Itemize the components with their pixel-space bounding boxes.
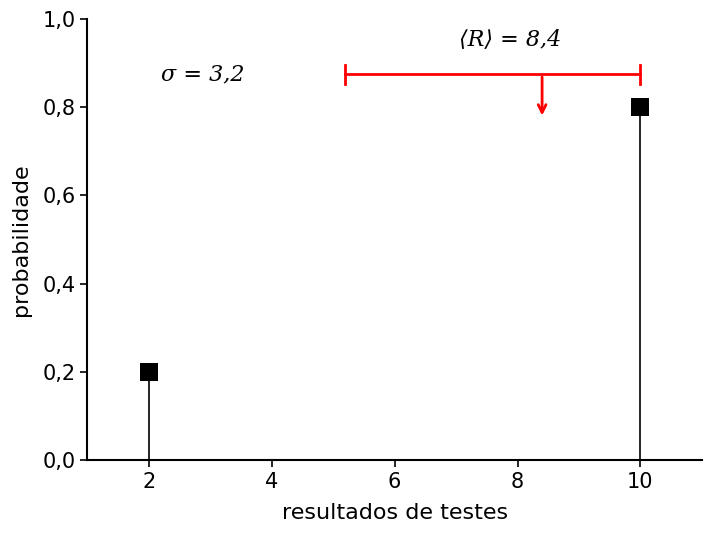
Text: σ = 3,2: σ = 3,2	[160, 63, 244, 85]
X-axis label: resultados de testes: resultados de testes	[282, 503, 508, 523]
Text: ⟨R⟩ = 8,4: ⟨R⟩ = 8,4	[459, 28, 561, 50]
Y-axis label: probabilidade: probabilidade	[11, 163, 31, 316]
